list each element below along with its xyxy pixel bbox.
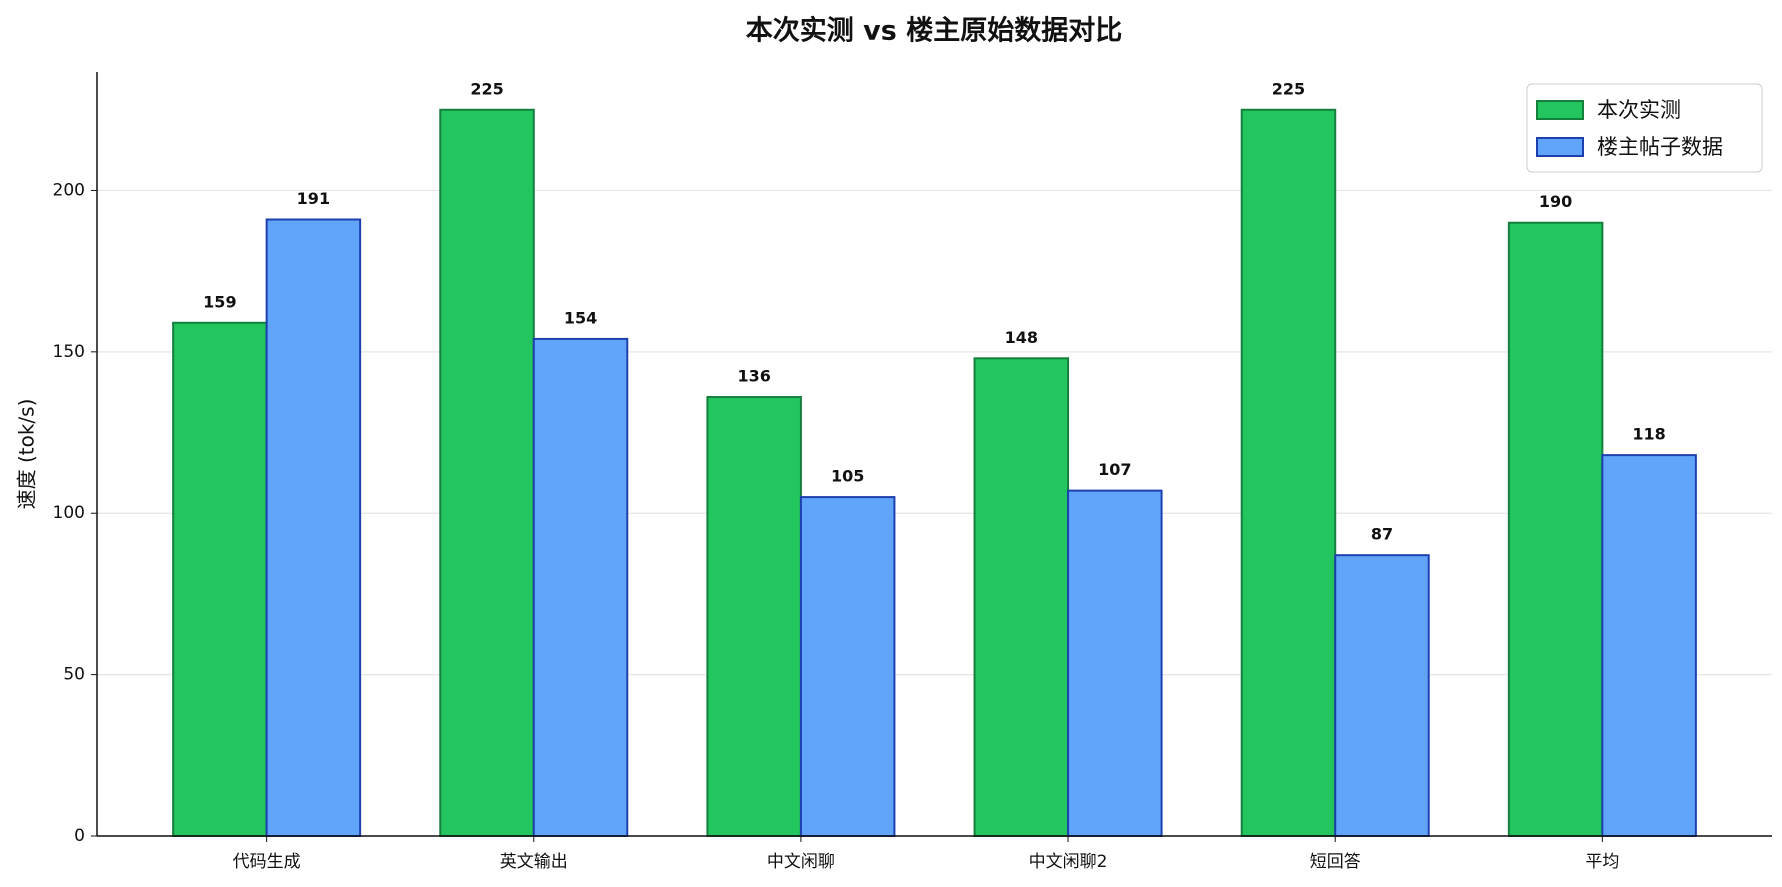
value-label: 154 — [564, 308, 597, 327]
x-tick-label: 中文闲聊2 — [1029, 852, 1108, 872]
legend-swatch — [1536, 100, 1584, 120]
value-label: 87 — [1371, 525, 1393, 544]
chart-title: 本次实测 vs 楼主原始数据对比 — [746, 15, 1122, 47]
bar — [1334, 554, 1430, 837]
x-tick-label: 英文输出 — [500, 852, 568, 872]
bar — [973, 357, 1070, 837]
y-tick-label: 200 — [53, 180, 85, 200]
y-axis-label: 速度 (tok/s) — [15, 399, 39, 510]
bar — [172, 321, 268, 837]
value-label: 225 — [470, 79, 503, 98]
value-label: 107 — [1098, 460, 1131, 479]
y-tick-label: 100 — [53, 503, 85, 523]
bar — [1601, 454, 1697, 837]
legend-label: 本次实测 — [1597, 98, 1681, 122]
bar — [1067, 489, 1163, 837]
bar — [265, 218, 362, 838]
x-tick-label: 平均 — [1585, 852, 1619, 872]
bar — [1240, 108, 1337, 837]
bar — [706, 396, 802, 837]
y-tick-label: 50 — [63, 665, 85, 685]
value-label: 159 — [203, 292, 236, 311]
value-label: 148 — [1005, 328, 1038, 347]
x-tick-label: 短回答 — [1310, 852, 1361, 872]
bar — [439, 108, 535, 837]
bar — [532, 337, 629, 837]
bar — [1507, 221, 1604, 838]
legend-label: 楼主帖子数据 — [1597, 135, 1723, 159]
x-tick-label: 代码生成 — [233, 852, 301, 872]
legend-swatch — [1536, 137, 1584, 157]
value-label: 225 — [1272, 79, 1305, 98]
y-tick-label: 150 — [53, 342, 85, 362]
value-label: 136 — [737, 367, 770, 386]
value-label: 105 — [831, 467, 864, 486]
value-label: 118 — [1632, 425, 1665, 444]
legend-box — [1526, 83, 1763, 173]
y-tick-label: 0 — [74, 826, 85, 846]
value-label: 190 — [1539, 192, 1572, 211]
value-label: 191 — [297, 189, 330, 208]
x-tick-label: 中文闲聊 — [767, 852, 835, 872]
bar — [799, 496, 896, 837]
